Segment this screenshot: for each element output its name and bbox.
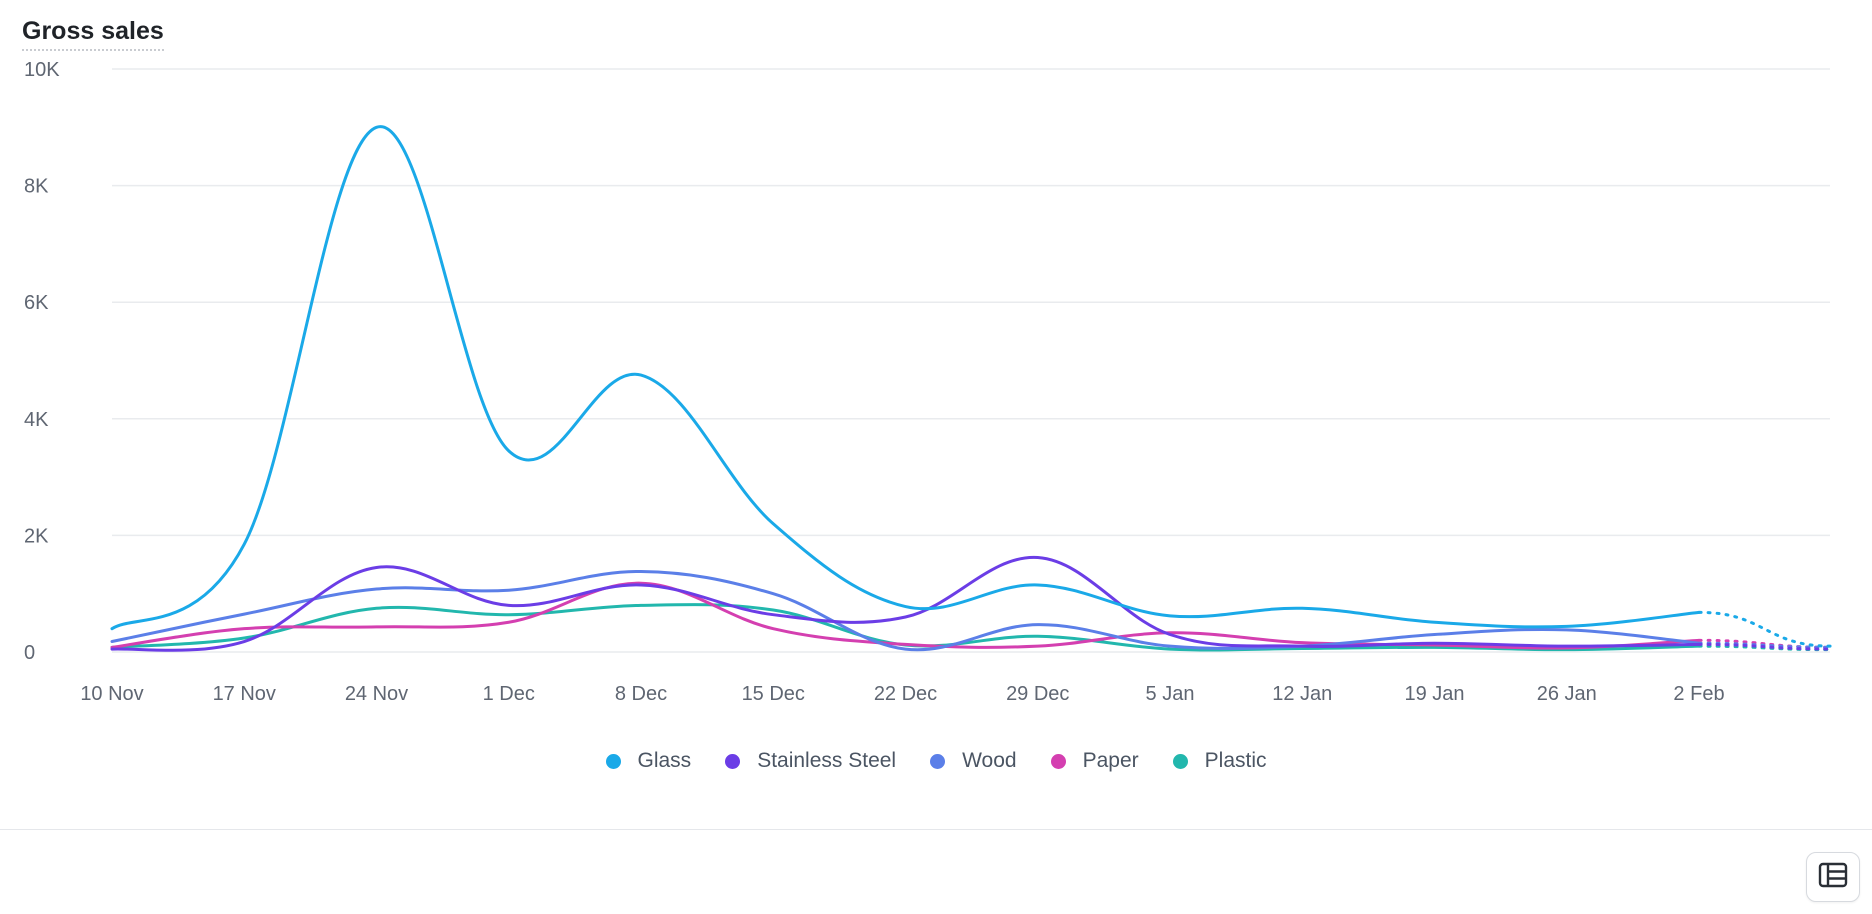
legend-item-paper[interactable]: Paper bbox=[1050, 749, 1139, 773]
legend-dot bbox=[930, 753, 946, 769]
series-line-glass bbox=[110, 125, 1701, 631]
y-tick-label: 6K bbox=[24, 292, 49, 314]
legend-dot bbox=[1172, 753, 1188, 769]
x-tick-label: 15 Dec bbox=[742, 683, 805, 705]
legend-label: Plastic bbox=[1204, 749, 1267, 772]
y-tick-label: 4K bbox=[24, 409, 49, 431]
legend-label: Stainless Steel bbox=[757, 749, 897, 772]
y-tick-label: 10K bbox=[24, 59, 60, 81]
x-tick-label: 5 Jan bbox=[1146, 683, 1195, 705]
series-projection-plastic bbox=[1697, 644, 1833, 652]
series-projection-glass bbox=[1697, 610, 1833, 648]
divider bbox=[0, 829, 1872, 830]
series-projection-stainless-steel bbox=[1697, 642, 1833, 651]
y-tick-label: 2K bbox=[24, 525, 49, 547]
x-tick-label: 22 Dec bbox=[874, 683, 937, 705]
series-line-stainless-steel bbox=[110, 556, 1701, 652]
series-projection-paper bbox=[1697, 638, 1833, 649]
legend-item-stainless-steel[interactable]: Stainless Steel bbox=[725, 749, 896, 773]
x-tick-label: 26 Jan bbox=[1537, 683, 1597, 705]
line-chart: 0 2K 4K 6K 8K 10K 10 Nov 17 Nov 24 Nov 1 Dec 8 Dec… bbox=[24, 59, 1833, 705]
chart-legend: Glass Stainless Steel Wood Paper Plastic bbox=[0, 749, 1872, 773]
x-tick-label: 12 Jan bbox=[1272, 683, 1332, 705]
legend-label: Wood bbox=[962, 749, 1017, 772]
legend-item-glass[interactable]: Glass bbox=[605, 749, 692, 773]
legend-dot bbox=[1050, 753, 1066, 769]
x-tick-label: 1 Dec bbox=[483, 683, 535, 705]
x-tick-label: 24 Nov bbox=[345, 683, 408, 705]
chart-title: Gross sales bbox=[22, 16, 164, 51]
x-tick-label: 8 Dec bbox=[615, 683, 667, 705]
legend-item-plastic[interactable]: Plastic bbox=[1172, 749, 1267, 773]
x-tick-label: 19 Jan bbox=[1404, 683, 1464, 705]
table-icon bbox=[1818, 862, 1848, 893]
x-tick-label: 2 Feb bbox=[1673, 683, 1724, 705]
y-tick-label: 8K bbox=[24, 176, 49, 198]
legend-label: Paper bbox=[1082, 749, 1139, 772]
legend-item-wood[interactable]: Wood bbox=[930, 749, 1017, 773]
series-line-paper bbox=[110, 581, 1701, 650]
x-tick-label: 10 Nov bbox=[80, 683, 143, 705]
x-tick-label: 17 Nov bbox=[213, 683, 276, 705]
legend-dot bbox=[605, 753, 621, 769]
x-tick-label: 29 Dec bbox=[1006, 683, 1069, 705]
table-view-button[interactable] bbox=[1806, 852, 1860, 902]
series-line-wood bbox=[110, 570, 1701, 652]
legend-label: Glass bbox=[637, 749, 692, 772]
y-tick-label: 0 bbox=[24, 642, 35, 664]
legend-dot bbox=[725, 753, 741, 769]
